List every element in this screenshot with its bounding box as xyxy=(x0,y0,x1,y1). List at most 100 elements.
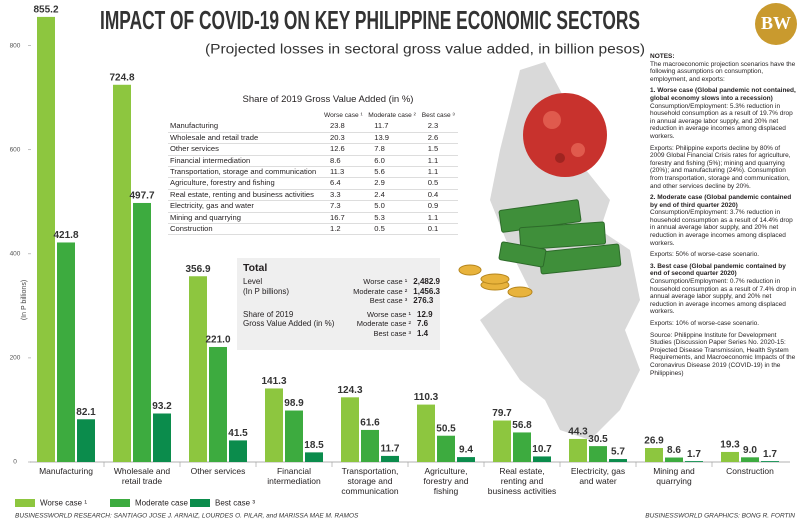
x-tick-label-line: retail trade xyxy=(122,476,162,486)
value-label: 30.5 xyxy=(588,434,608,445)
value-label: 19.3 xyxy=(720,440,740,451)
bar xyxy=(265,388,283,462)
y-tick-label: 800 xyxy=(10,42,21,49)
bar xyxy=(305,452,323,462)
x-tick-label-line: quarrying xyxy=(656,476,692,486)
table-row: Mining and quarrying 16.7 5.3 1.1 xyxy=(168,212,458,225)
notes-paragraph: Exports: 50% of worse-case scenario. xyxy=(650,251,760,259)
value-label: 56.8 xyxy=(512,420,532,431)
total-row-value: 1.4 xyxy=(417,328,429,338)
x-tick-label: Financial intermediation xyxy=(267,466,321,486)
bar xyxy=(77,419,95,462)
total-title: Total xyxy=(243,262,268,274)
table-row: Transportation, storage and communicatio… xyxy=(168,166,458,179)
table-cell-value: 8.6 xyxy=(322,155,367,168)
table-cell-value: 7.8 xyxy=(366,143,420,156)
total-row-value: 2,482.9 xyxy=(413,277,440,286)
legend-swatch xyxy=(110,499,130,507)
x-tick-label-line: Transportation, xyxy=(342,466,399,476)
total-row-case: Worse case ¹ xyxy=(363,277,408,286)
x-tick-label-line: Electricity, gas xyxy=(571,466,625,476)
value-label: 855.2 xyxy=(33,5,58,16)
value-label: 356.9 xyxy=(185,264,210,275)
table-cell-value: 7.3 xyxy=(322,200,367,213)
x-tick-label-line: Financial xyxy=(277,466,311,476)
table-cell-sector: Manufacturing xyxy=(168,121,322,133)
legend-swatch xyxy=(190,499,210,507)
total-group-label-line: Share of 2019 xyxy=(243,309,294,319)
x-tick-label-line: Wholesale and xyxy=(114,466,171,476)
total-row-case: Worse case ¹ xyxy=(366,309,411,319)
x-tick-label-line: intermediation xyxy=(267,476,321,486)
credit-graphics: BUSINESSWORLD GRAPHICS: BONG R. FORTIN xyxy=(645,513,795,520)
bar xyxy=(285,410,303,462)
bar xyxy=(417,404,435,462)
bar xyxy=(437,435,455,462)
x-tick-label-line: Agriculture, xyxy=(425,466,468,476)
total-row: Moderate case ² 1,456.3 xyxy=(349,287,440,297)
total-row-case: Moderate case ² xyxy=(356,319,411,328)
total-row-case: Best case ³ xyxy=(373,328,411,338)
table-cell-value: 12.6 xyxy=(322,143,367,156)
table-cell-value: 11.3 xyxy=(322,166,367,179)
bar xyxy=(569,438,587,462)
total-row-value: 276.3 xyxy=(413,296,434,305)
total-group-label-line: Gross Value Added (in %) xyxy=(243,319,335,328)
column-header: Best case ³ xyxy=(421,112,455,119)
value-label: 141.3 xyxy=(261,376,286,387)
notes-heading: NOTES: xyxy=(650,53,675,60)
x-tick-label-line: communication xyxy=(341,486,398,496)
y-axis-label: (In P billions) xyxy=(21,280,28,320)
table-cell-value: 5.6 xyxy=(366,166,420,179)
bar xyxy=(513,432,531,462)
table-cell-value: 16.7 xyxy=(322,212,367,225)
notes-paragraph: Consumption/Employment: 3.7% reduction i… xyxy=(650,209,793,247)
bar xyxy=(761,461,779,462)
total-row-value: 1,456.3 xyxy=(413,286,440,296)
bar xyxy=(533,456,551,462)
value-label: 18.5 xyxy=(304,440,324,451)
legend-label: Worse case ¹ xyxy=(40,499,87,508)
table-cell-sector: Real estate, renting and business activi… xyxy=(168,189,322,202)
table-cell-value: 1.1 xyxy=(419,166,458,179)
chart-title: IMPACT OF COVID-19 ON KEY PHILIPPINE ECO… xyxy=(100,5,640,35)
total-rows: Worse case ¹ 2,482.9 Moderate case ² 1,456.… xyxy=(349,277,440,306)
value-label: 124.3 xyxy=(337,385,362,396)
bar xyxy=(361,429,379,462)
y-tick-label: 600 xyxy=(10,146,21,153)
bar xyxy=(209,346,227,462)
bar xyxy=(457,457,475,462)
table-cell-value: 11.7 xyxy=(366,121,420,133)
chart-subtitle: (Projected losses in sectoral gross valu… xyxy=(205,41,645,57)
logo-badge xyxy=(755,3,797,45)
y-tick-label: 400 xyxy=(10,251,21,258)
table-cell-value: 23.8 xyxy=(322,121,367,133)
table-row: Construction 1.2 0.5 0.1 xyxy=(168,223,458,236)
table-cell-value: 1.1 xyxy=(419,155,458,168)
notes-paragraph: Exports: 10% of worse-case scenario. xyxy=(650,320,760,327)
notes-paragraph: Consumption/Employment: 5.3% reduction i… xyxy=(650,102,793,140)
bar xyxy=(665,457,683,462)
x-tick-label-line: forestry and xyxy=(424,476,469,486)
column-header: Worse case ¹ xyxy=(324,112,363,119)
value-label: 93.2 xyxy=(152,401,172,412)
total-group-label: Share of 2019 Gross Value Added (in %) xyxy=(243,310,353,339)
legend-label: Moderate case ² xyxy=(135,499,193,508)
total-row-case: Best case ³ xyxy=(369,296,408,305)
x-tick-label-line: Construction xyxy=(726,466,774,476)
table-cell-sector: Transportation, storage and communicatio… xyxy=(168,166,322,179)
table-cell-value: 13.9 xyxy=(366,132,420,145)
value-label: 41.5 xyxy=(228,428,248,439)
x-tick-label-line: Real estate, xyxy=(499,466,544,476)
total-row: Moderate case ² 7.6 xyxy=(353,319,440,329)
table-cell-value: 0.4 xyxy=(419,189,458,202)
value-label: 98.9 xyxy=(284,398,304,409)
y-tick-label: 0 xyxy=(13,459,17,466)
notes-section-title: 1. Worse case (Global pandemic not conta… xyxy=(650,87,796,102)
table-cell-value: 5.3 xyxy=(366,212,420,225)
x-tick-label: Construction xyxy=(726,466,774,476)
total-row-value: 7.6 xyxy=(417,319,429,328)
bar xyxy=(229,440,247,462)
bar xyxy=(381,455,399,462)
